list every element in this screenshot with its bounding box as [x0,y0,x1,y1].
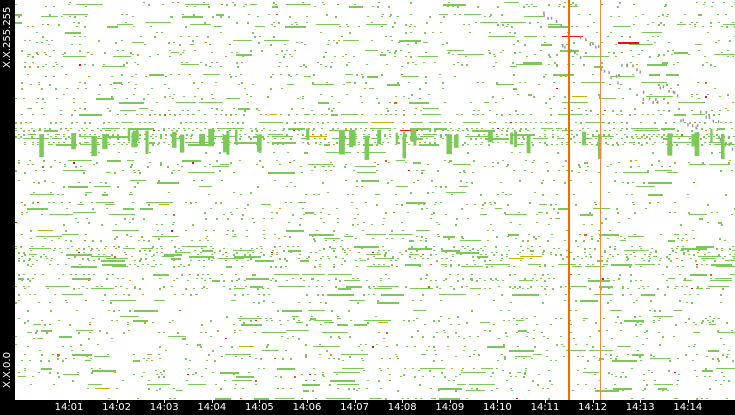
x-tick-label: 14:05 [244,402,274,413]
x-tick [164,400,166,403]
traffic-dots [15,2,735,400]
x-tick [687,400,689,403]
x-tick-label: 14:01 [54,402,84,413]
x-axis: 14:01 14:02 14:03 14:04 14:05 14:06 14:07 14:08… [0,400,735,415]
x-tick-label: 14:11 [530,402,560,413]
time-marker-secondary[interactable] [599,0,601,400]
x-tick-label: 14:13 [625,402,655,413]
y-axis-top-label: X.X.255.255 [2,6,13,68]
x-tick-label: 14:06 [292,402,322,413]
y-axis: X.X.255.255 X.X.0.0 [0,0,15,400]
x-tick [211,400,213,403]
x-tick [592,400,594,403]
x-tick [545,400,546,403]
x-tick-label: 14:04 [197,402,227,413]
x-tick [497,400,499,403]
x-tick [116,400,118,403]
y-axis-bottom-label: X.X.0.0 [2,352,13,388]
x-tick [402,400,404,403]
x-tick-label: 14:09 [435,402,465,413]
x-tick-label: 14:14 [673,402,703,413]
x-tick [259,400,261,403]
x-tick [449,400,451,403]
x-tick [354,400,356,403]
time-marker-primary[interactable] [567,0,570,400]
x-tick-label: 14:02 [102,402,132,413]
x-tick [640,400,642,403]
x-tick [307,400,308,403]
x-tick-label: 14:03 [149,402,179,413]
x-tick-label: 14:10 [482,402,512,413]
x-tick-label: 14:08 [387,402,417,413]
x-tick-label: 14:07 [340,402,370,413]
x-tick [69,400,70,403]
x-tick-label: 14:12 [578,402,608,413]
traffic-plot[interactable] [15,0,735,400]
